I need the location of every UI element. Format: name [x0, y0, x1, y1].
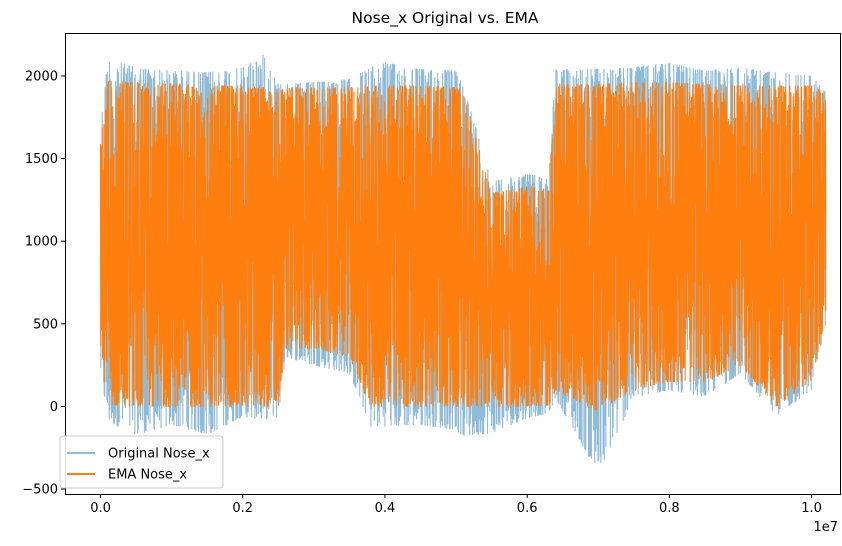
series-layer — [100, 54, 827, 464]
legend-label: EMA Nose_x — [108, 468, 187, 483]
series-line-ema — [100, 80, 827, 411]
x-tick-label: 0.8 — [659, 501, 680, 516]
y-tick-label: −500 — [22, 483, 58, 498]
y-tick-label: 500 — [33, 317, 58, 332]
y-tick-label: 0 — [50, 400, 58, 415]
y-tick-label: 1000 — [25, 235, 58, 250]
x-axis: 0.0 0.2 0.4 0.6 0.8 1.0 — [90, 494, 822, 516]
y-tick-label: 2000 — [25, 69, 58, 84]
x-tick-label: 0.0 — [90, 501, 111, 516]
legend: Original Nose_x EMA Nose_x — [59, 435, 224, 489]
legend-box — [59, 435, 224, 489]
x-tick-label: 0.6 — [517, 501, 538, 516]
plot-frame — [65, 33, 841, 495]
x-tick-label: 1.0 — [801, 501, 822, 516]
y-axis: −500 0 500 1000 1500 2000 — [22, 69, 65, 498]
x-tick-label: 0.4 — [375, 501, 396, 516]
legend-label: Original Nose_x — [108, 447, 210, 462]
chart-title: Nose_x Original vs. EMA — [352, 9, 539, 28]
x-tick-label: 0.2 — [232, 501, 253, 516]
x-axis-offset-label: 1e7 — [813, 520, 838, 535]
y-tick-label: 1500 — [25, 152, 58, 167]
